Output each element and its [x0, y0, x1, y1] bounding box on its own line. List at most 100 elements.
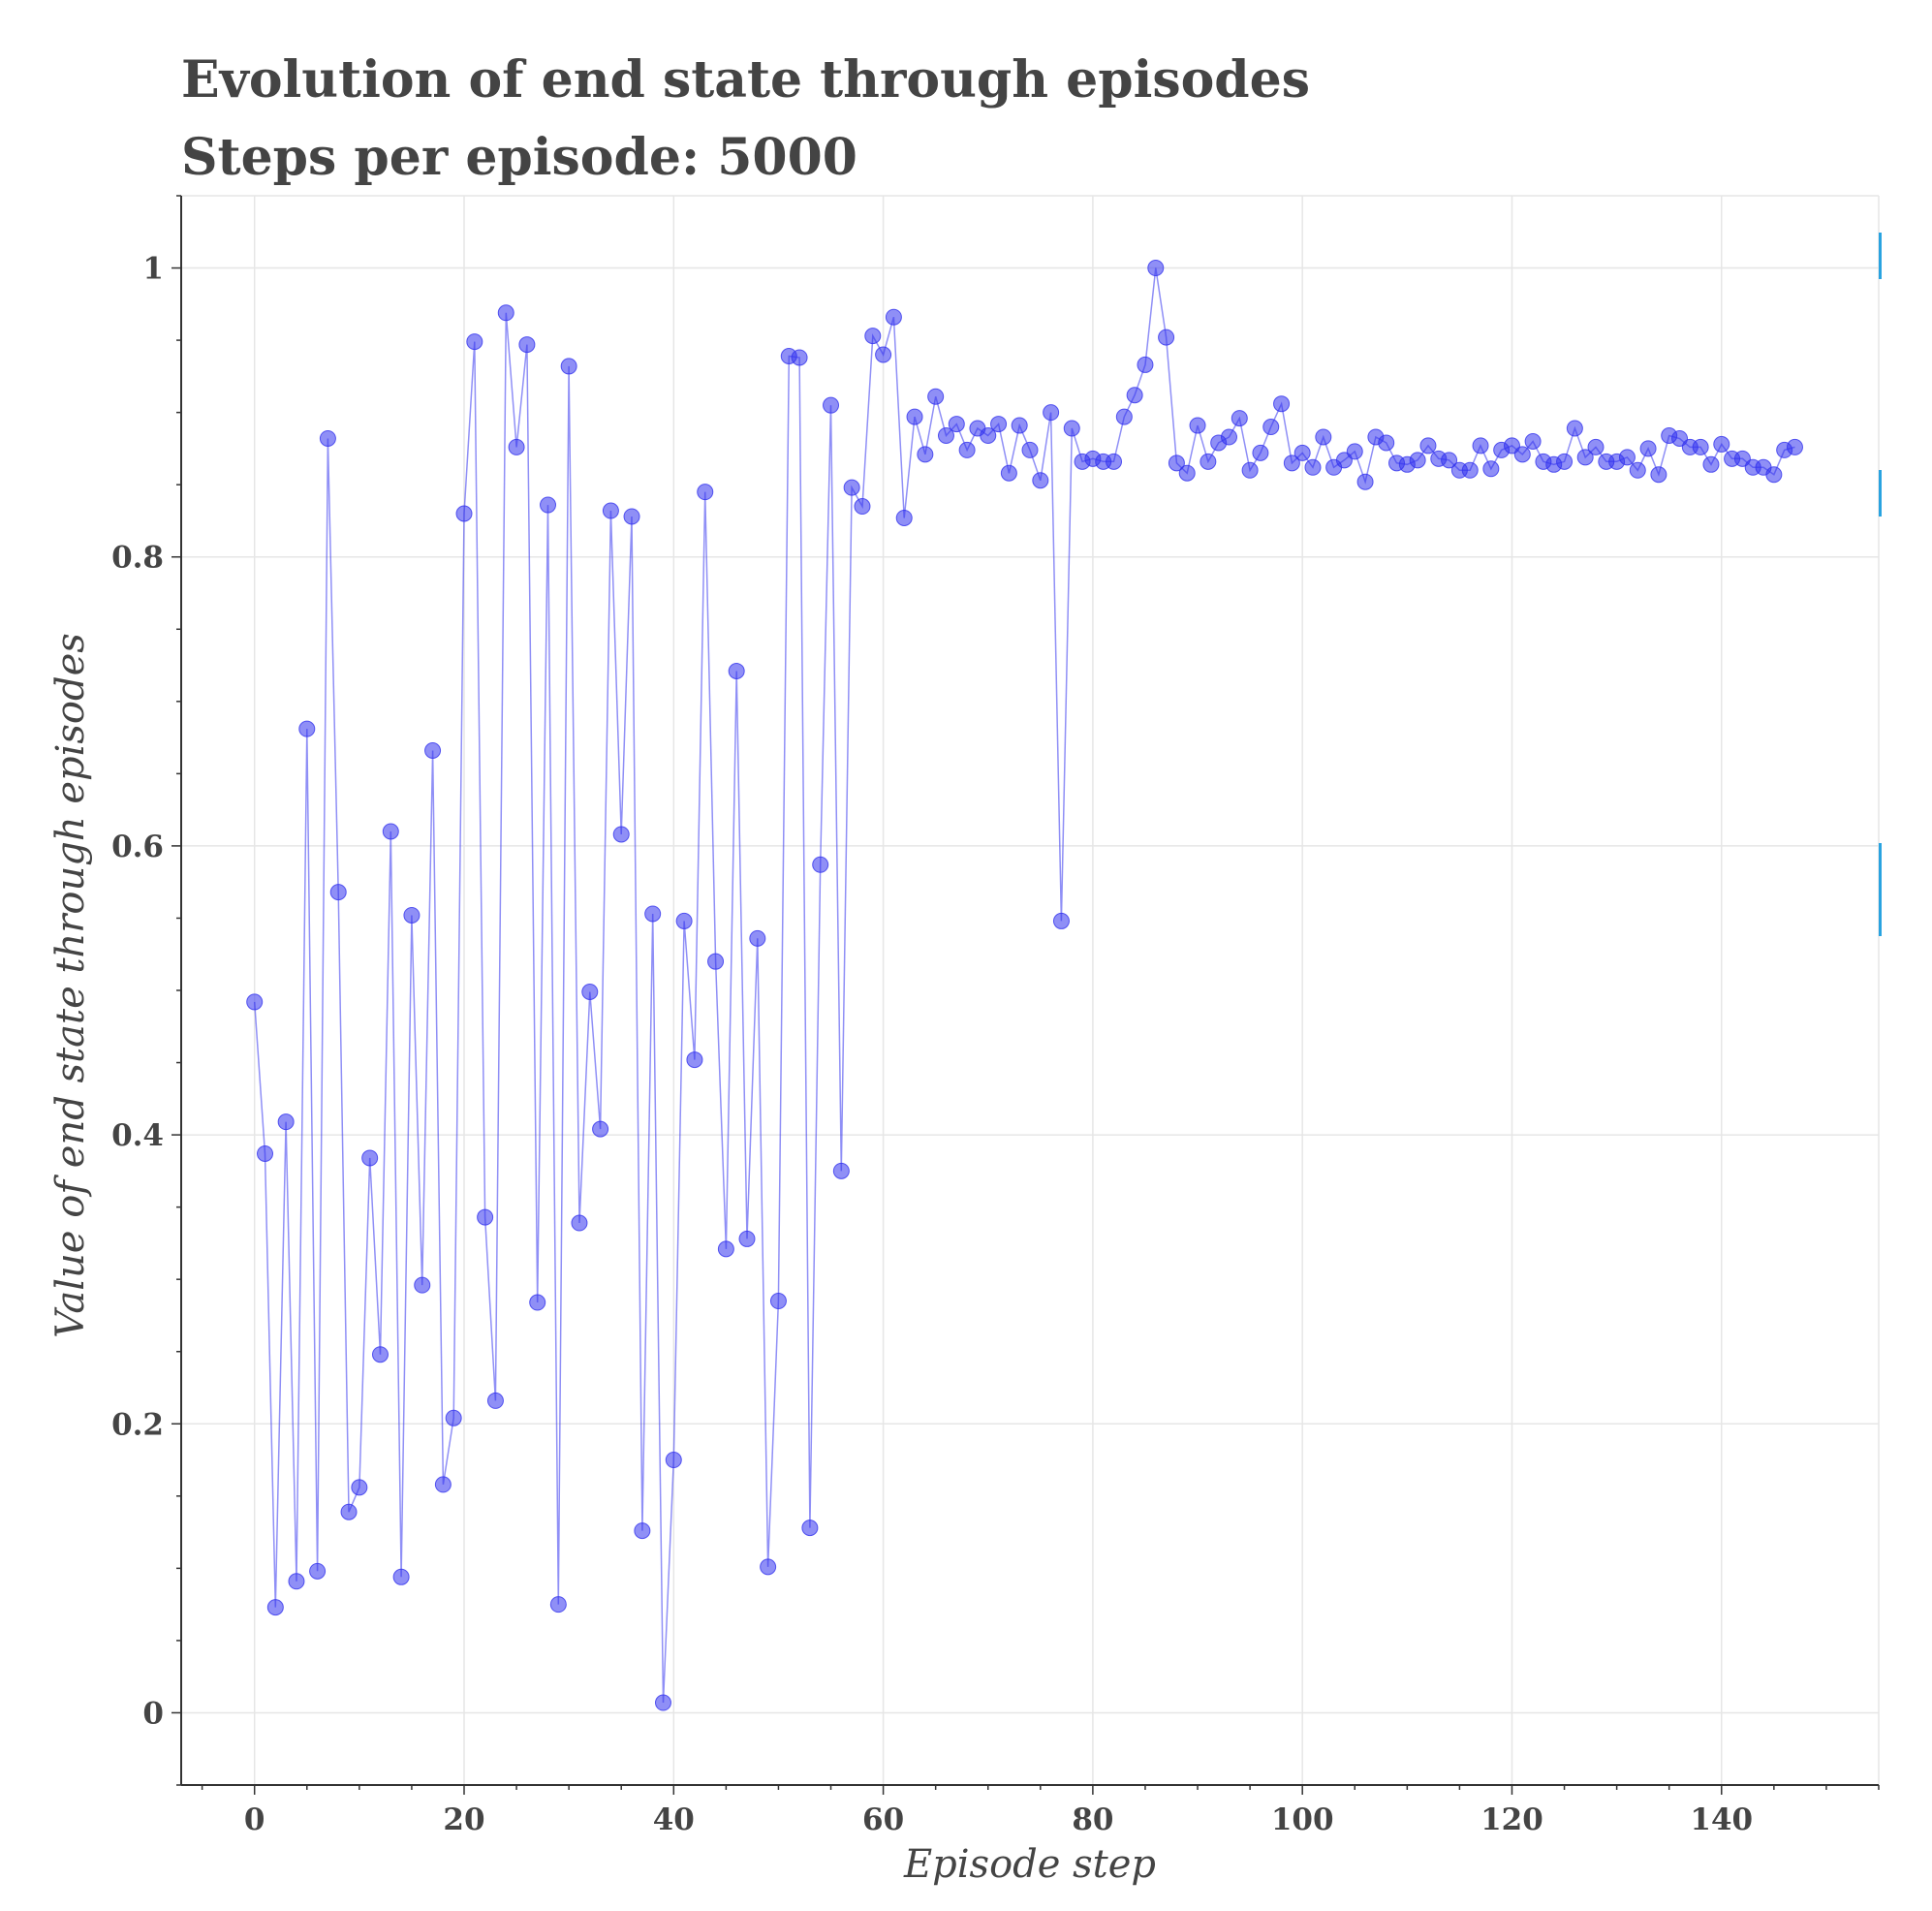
data-point: [1252, 444, 1269, 461]
data-point: [1168, 454, 1185, 472]
x-tick-label: 80: [1072, 1802, 1113, 1837]
data-point: [1346, 443, 1363, 460]
data-point: [340, 1503, 358, 1520]
data-point: [927, 388, 945, 405]
data-point: [675, 912, 693, 929]
data-point: [1639, 440, 1657, 457]
data-point: [1189, 417, 1206, 434]
data-point: [1441, 452, 1458, 469]
y-tick-label: 0: [142, 1696, 164, 1731]
data-point: [801, 1519, 819, 1537]
data-point: [623, 508, 640, 525]
data-point: [329, 884, 347, 901]
data-point: [644, 905, 662, 923]
data-point: [309, 1562, 327, 1580]
data-point: [540, 496, 557, 514]
data-point: [1765, 466, 1783, 484]
data-point: [1220, 428, 1237, 446]
data-point: [1262, 419, 1280, 436]
data-point: [980, 426, 997, 444]
axes-layer: 0 20 40 60 80 100 120 140 0 0.2 0.4 0.6 0.8 1: [111, 195, 1880, 1837]
data-point: [634, 1522, 651, 1540]
data-point: [686, 1051, 703, 1069]
right-edge-mark: [1879, 233, 1882, 279]
data-point: [392, 1568, 410, 1585]
data-point: [1513, 446, 1531, 463]
series-line: [253, 267, 1795, 1704]
data-point: [351, 1479, 368, 1496]
y-tick-label: 0.8: [111, 541, 164, 576]
x-tick-label: 0: [244, 1802, 265, 1837]
y-axis-label: Value of end state through episodes: [48, 633, 93, 1338]
data-point: [1293, 444, 1311, 461]
data-point: [697, 484, 714, 501]
data-point: [1304, 458, 1322, 476]
data-point: [791, 349, 808, 366]
data-point: [1713, 435, 1730, 453]
data-point: [864, 328, 882, 345]
data-point: [1043, 404, 1060, 422]
data-point: [1200, 453, 1217, 470]
data-point: [1650, 466, 1667, 484]
data-point: [1137, 356, 1154, 373]
data-point: [1032, 472, 1049, 489]
data-point: [843, 479, 860, 496]
data-point: [948, 416, 965, 433]
data-point: [246, 993, 264, 1011]
data-point: [1409, 452, 1426, 469]
data-point: [1126, 387, 1143, 404]
data-point: [1021, 441, 1039, 458]
data-point: [508, 438, 525, 455]
data-point: [728, 663, 745, 680]
data-point: [266, 1599, 284, 1616]
data-point: [990, 416, 1008, 433]
data-point: [1378, 434, 1395, 452]
data-point: [1576, 449, 1594, 466]
data-point: [665, 1452, 682, 1469]
data-point: [1356, 473, 1374, 490]
data-point: [1000, 464, 1017, 482]
data-point: [592, 1120, 609, 1138]
data-point: [445, 1409, 462, 1426]
data-point: [612, 826, 630, 843]
data-point: [581, 983, 599, 1000]
data-point: [885, 308, 902, 326]
x-tick-label: 100: [1271, 1802, 1334, 1837]
data-point: [1147, 260, 1165, 277]
data-point: [917, 446, 934, 463]
data-point: [1115, 408, 1133, 425]
data-point: [738, 1230, 756, 1247]
data-point: [1472, 437, 1489, 454]
data-point: [486, 1392, 504, 1409]
data-point: [434, 1476, 452, 1493]
data-point: [937, 426, 954, 444]
x-tick-label: 40: [653, 1802, 695, 1837]
data-point: [549, 1596, 567, 1613]
data-point: [518, 336, 536, 354]
data-point: [1052, 912, 1070, 929]
data-point: [414, 1276, 431, 1294]
data-point: [1283, 454, 1300, 472]
data-point: [823, 396, 840, 414]
data-point: [1419, 437, 1437, 454]
data-point: [257, 1144, 274, 1162]
data-point: [298, 720, 316, 737]
data-point: [1566, 420, 1583, 437]
data-point: [749, 929, 766, 947]
data-point: [854, 498, 871, 516]
data-point: [1524, 432, 1542, 450]
x-axis-label: Episode step: [903, 1842, 1156, 1887]
y-tick-label: 0.6: [111, 830, 164, 864]
data-point: [602, 502, 619, 519]
data-point: [1273, 395, 1291, 413]
data-point: [654, 1694, 671, 1711]
right-edge-mark: [1879, 843, 1882, 936]
data-point: [1315, 428, 1332, 446]
data-point: [288, 1573, 305, 1590]
data-point: [760, 1558, 777, 1576]
x-tick-label: 20: [443, 1802, 484, 1837]
data-point: [1786, 438, 1803, 455]
data-point: [1178, 464, 1196, 482]
